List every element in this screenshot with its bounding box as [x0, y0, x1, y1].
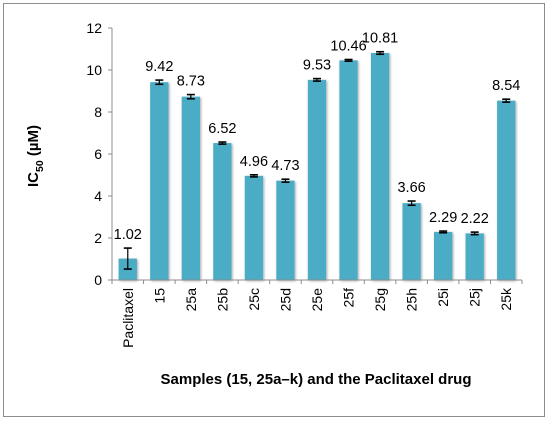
data-label-15: 9.42 — [145, 59, 173, 75]
y-axis-title-unit: (µM) — [25, 125, 42, 160]
x-tick-label-25j: 25j — [467, 288, 483, 307]
x-tick-label-25f: 25f — [341, 288, 357, 308]
y-tick-labels: 0 2 4 6 8 10 12 — [86, 20, 112, 288]
data-label-25b: 6.52 — [208, 121, 236, 137]
bar-25d — [276, 180, 295, 280]
bar-25j — [465, 233, 484, 280]
data-label-25d: 4.73 — [271, 158, 299, 174]
x-tick-label-25c: 25c — [246, 288, 262, 311]
x-axis-title: Samples (15, 25a–k) and the Paclitaxel d… — [161, 371, 472, 388]
x-tick-label-25h: 25h — [404, 288, 420, 311]
data-label-25f: 10.46 — [330, 39, 366, 55]
data-label-25g: 10.81 — [362, 31, 398, 47]
y-tick-label: 12 — [86, 20, 102, 36]
x-tick-label-25i: 25i — [435, 288, 451, 307]
y-tick-label: 4 — [94, 188, 102, 204]
x-tick-label-25a: 25a — [183, 288, 199, 312]
data-label-25c: 4.96 — [240, 154, 268, 170]
data-label-25e: 9.53 — [303, 58, 331, 74]
x-tick-labels: Paclitaxel 15 25a 25b 25c 25d 25e 25f 25g 25h 25i 2… — [111, 280, 523, 348]
y-axis-title-main: IC — [25, 172, 42, 187]
y-tick-label: 0 — [94, 272, 102, 288]
y-tick-label: 6 — [94, 146, 102, 162]
data-label-Paclitaxel: 1.02 — [114, 227, 142, 243]
x-tick-label-25b: 25b — [214, 288, 230, 312]
y-axis-title-subscript: 50 — [34, 160, 46, 172]
y-tick-label: 2 — [94, 230, 102, 246]
bar-15 — [150, 82, 169, 281]
bar-25k — [497, 100, 516, 280]
y-tick-label: 10 — [86, 62, 102, 78]
x-tick-label-25k: 25k — [498, 287, 514, 311]
y-axis-title: IC50 (µM) — [25, 125, 46, 187]
bar-25a — [181, 96, 200, 280]
data-label-25k: 8.54 — [492, 78, 520, 94]
bars — [118, 52, 516, 281]
y-tick-label: 8 — [94, 104, 102, 120]
bar-25g — [370, 52, 390, 280]
bar-25e — [307, 79, 327, 281]
data-label-25j: 2.22 — [461, 211, 489, 227]
bar-25b — [213, 143, 232, 280]
x-tick-label-25e: 25e — [309, 288, 325, 312]
x-tick-label-Paclitaxel: Paclitaxel — [120, 288, 136, 348]
x-tick-label-25d: 25d — [277, 288, 293, 311]
bar-25c — [244, 175, 264, 280]
x-tick-label-15: 15 — [151, 288, 167, 304]
x-tick-label-25g: 25g — [372, 288, 388, 311]
data-label-25h: 3.66 — [397, 180, 425, 196]
chart-frame — [3, 3, 545, 417]
data-label-25a: 8.73 — [177, 74, 205, 90]
bar-25f — [339, 60, 358, 281]
data-label-25i: 2.29 — [429, 210, 457, 226]
bar-25i — [434, 231, 453, 280]
bar-25h — [402, 203, 421, 280]
error-bars — [123, 50, 511, 270]
